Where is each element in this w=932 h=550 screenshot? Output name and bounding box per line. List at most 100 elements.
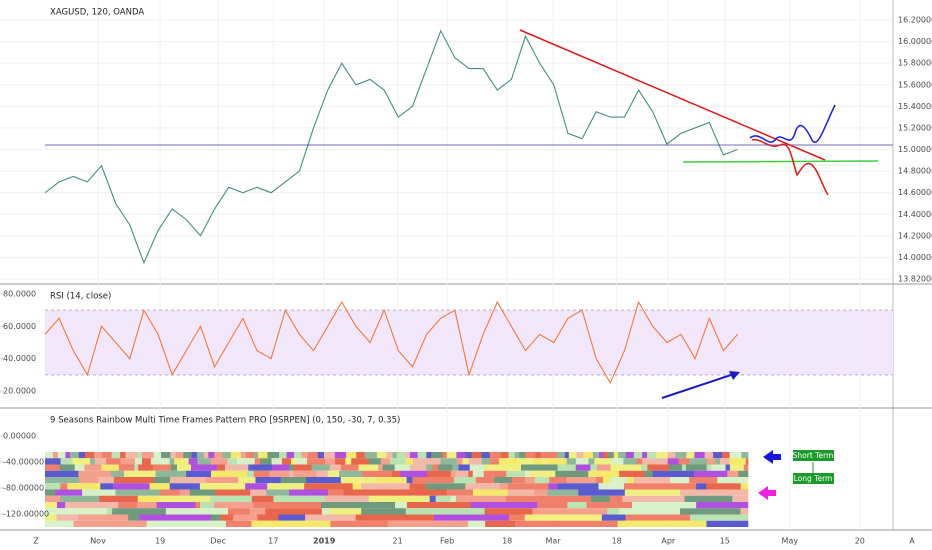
heat-cell	[659, 502, 697, 509]
heat-cell	[210, 495, 223, 502]
heat-cell	[210, 458, 228, 465]
heat-cell	[249, 508, 266, 515]
heat-cell	[468, 458, 482, 465]
heat-cell	[453, 477, 477, 484]
heat-cell	[214, 489, 251, 496]
heat-cell	[706, 464, 712, 471]
heat-cell	[481, 458, 491, 465]
heat-cell	[59, 464, 76, 471]
heat-cell	[689, 477, 718, 484]
heat-cell	[156, 502, 196, 509]
heat-cell	[619, 470, 645, 477]
y-tick-label: 15.60000	[898, 80, 932, 89]
heat-cell	[340, 477, 377, 484]
heat-cell	[323, 452, 336, 459]
heat-cell	[289, 489, 329, 496]
heat-cell	[82, 489, 116, 496]
heat-cell	[738, 470, 749, 477]
heat-cell	[524, 470, 531, 477]
heat-cell	[199, 483, 246, 490]
heat-cell	[652, 470, 673, 477]
arrow-head	[729, 371, 740, 380]
heat-cell	[452, 464, 459, 471]
x-tick-label: 2019	[313, 537, 336, 546]
heat-cell	[56, 502, 66, 509]
trend-line	[519, 29, 826, 161]
heat-cell	[575, 458, 589, 465]
heat-cell	[429, 495, 436, 502]
heat-cell	[405, 452, 411, 459]
heat-cell	[246, 452, 254, 459]
auto-button[interactable]: A	[909, 537, 915, 546]
heat-cell	[118, 502, 138, 509]
heat-cell	[362, 470, 393, 477]
heat-cell	[286, 452, 295, 459]
heat-cell	[485, 520, 516, 527]
heat-cell	[78, 452, 86, 459]
heat-cell	[547, 458, 567, 465]
heat-cell	[704, 452, 714, 459]
heat-cell	[729, 452, 742, 459]
heat-cell	[124, 470, 156, 477]
heat-cell	[446, 452, 457, 459]
heat-cell	[722, 452, 730, 459]
heat-cell	[583, 452, 594, 459]
heat-cell	[352, 483, 362, 490]
heat-cell	[361, 483, 410, 490]
heat-cell	[725, 464, 731, 471]
rsi-band	[45, 310, 893, 375]
heat-cell	[438, 464, 446, 471]
heat-cell	[557, 483, 599, 490]
heat-cell	[590, 495, 611, 502]
heat-cell	[289, 470, 294, 477]
heat-cell	[293, 464, 312, 471]
heat-cell	[729, 458, 747, 465]
heat-cell	[494, 477, 513, 484]
heat-cell	[260, 458, 272, 465]
heat-cell	[225, 520, 252, 527]
heat-cell	[508, 514, 526, 521]
heat-cell	[112, 508, 167, 515]
heat-cell	[169, 458, 175, 465]
heat-cell	[134, 464, 139, 471]
magenta-arrow	[758, 486, 776, 500]
heat-cell	[45, 464, 60, 471]
x-tick-label: 18	[502, 537, 512, 546]
heat-cell	[698, 489, 737, 496]
heat-cell	[623, 458, 638, 465]
heat-cell	[301, 452, 309, 459]
zoom-button[interactable]: Z	[33, 537, 39, 546]
heat-cell	[304, 483, 354, 490]
heat-cell	[507, 483, 549, 490]
heat-cell	[410, 452, 418, 459]
heat-cell	[535, 464, 558, 471]
heat-cell	[236, 458, 256, 465]
x-tick-label: Nov	[90, 537, 106, 546]
heat-cell	[470, 502, 538, 509]
heat-cell	[177, 464, 192, 471]
heat-cell	[455, 470, 469, 477]
heat-cell	[138, 464, 154, 471]
heat-cell	[317, 452, 325, 459]
heat-cell	[120, 452, 126, 459]
heat-cell	[199, 502, 215, 509]
heat-cell	[94, 452, 103, 459]
heat-cell	[500, 452, 509, 459]
heat-cell	[351, 458, 369, 465]
heat-cell	[186, 470, 203, 477]
heat-cell	[233, 514, 258, 521]
heat-cell	[251, 495, 274, 502]
heat-cell	[45, 502, 58, 509]
heat-cell	[280, 477, 307, 484]
heat-cell	[667, 452, 676, 459]
heat-cell	[511, 477, 526, 484]
heat-cell	[566, 458, 577, 465]
heat-cell	[736, 489, 749, 496]
heat-cell	[253, 452, 259, 459]
heat-cell	[387, 520, 469, 527]
heat-cell	[394, 464, 411, 471]
heat-cell	[706, 520, 749, 527]
heat-cell	[553, 495, 592, 502]
heat-cell	[624, 483, 660, 490]
heat-cell	[210, 514, 221, 521]
